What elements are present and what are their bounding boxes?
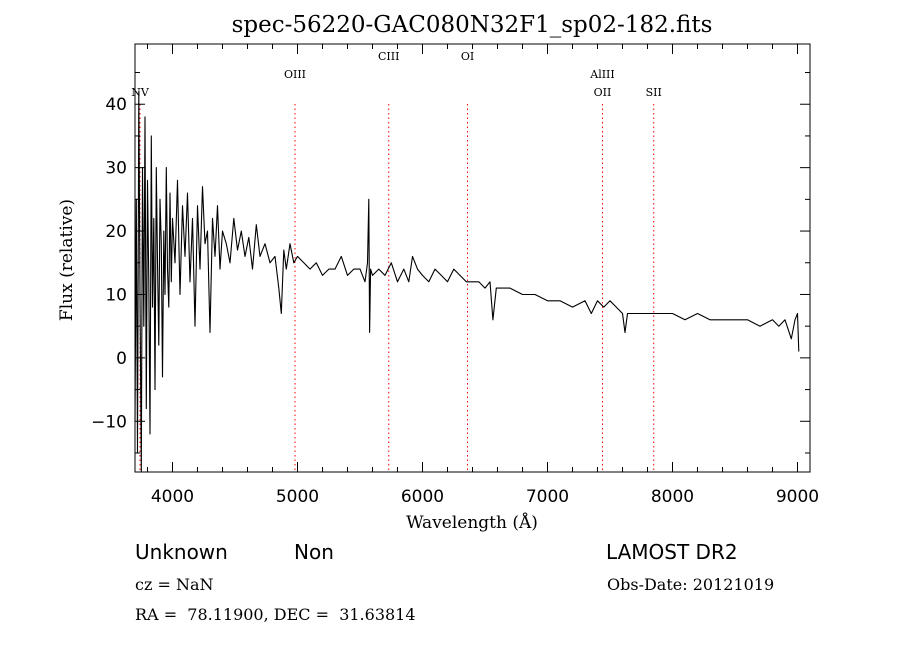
chart-title: spec-56220-GAC080N32F1_sp02-182.fits [232, 12, 713, 38]
coords-label: RA = 78.11900, DEC = 31.63814 [135, 605, 416, 624]
line-marker-label-4: AlIII [589, 68, 615, 81]
y-tick-label-10: 10 [105, 285, 127, 305]
plot-area: NV OIII CIII OI AlIII OII SII 4000 5000 6000 7000 8… [91, 43, 819, 507]
y-tick-label-20: 20 [105, 222, 127, 242]
x-tick-label-8000: 8000 [651, 487, 694, 507]
y-tick-label-0: 0 [116, 349, 127, 369]
plot-frame [134, 43, 811, 473]
cz-label: cz = NaN [135, 575, 214, 594]
x-tick-label-6000: 6000 [401, 487, 444, 507]
x-tick-label-5000: 5000 [276, 487, 319, 507]
line-marker-label-0: NV [131, 86, 150, 99]
line-marker-label-6: SII [646, 86, 662, 99]
x-tick-label-7000: 7000 [526, 487, 569, 507]
y-tick-label-40: 40 [105, 95, 127, 115]
x-tick-label-9000: 9000 [776, 487, 819, 507]
x-tick-label-4000: 4000 [151, 487, 194, 507]
class-label: Unknown [135, 540, 228, 564]
line-marker-label-5: OII [594, 86, 612, 99]
subclass-label: Non [294, 540, 334, 564]
spectrum-line-0 [134, 91, 800, 473]
survey-label: LAMOST DR2 [606, 540, 738, 564]
line-marker-label-1: OIII [284, 68, 306, 81]
y-tick-label--10: −10 [91, 412, 127, 432]
obs-date-label: Obs-Date: 20121019 [607, 575, 774, 594]
line-marker-label-2: CIII [378, 50, 399, 63]
y-axis-label: Flux (relative) [57, 199, 77, 321]
line-marker-label-3: OI [461, 50, 474, 63]
x-axis-label: Wavelength (Å) [406, 512, 538, 533]
y-tick-label-30: 30 [105, 159, 127, 179]
